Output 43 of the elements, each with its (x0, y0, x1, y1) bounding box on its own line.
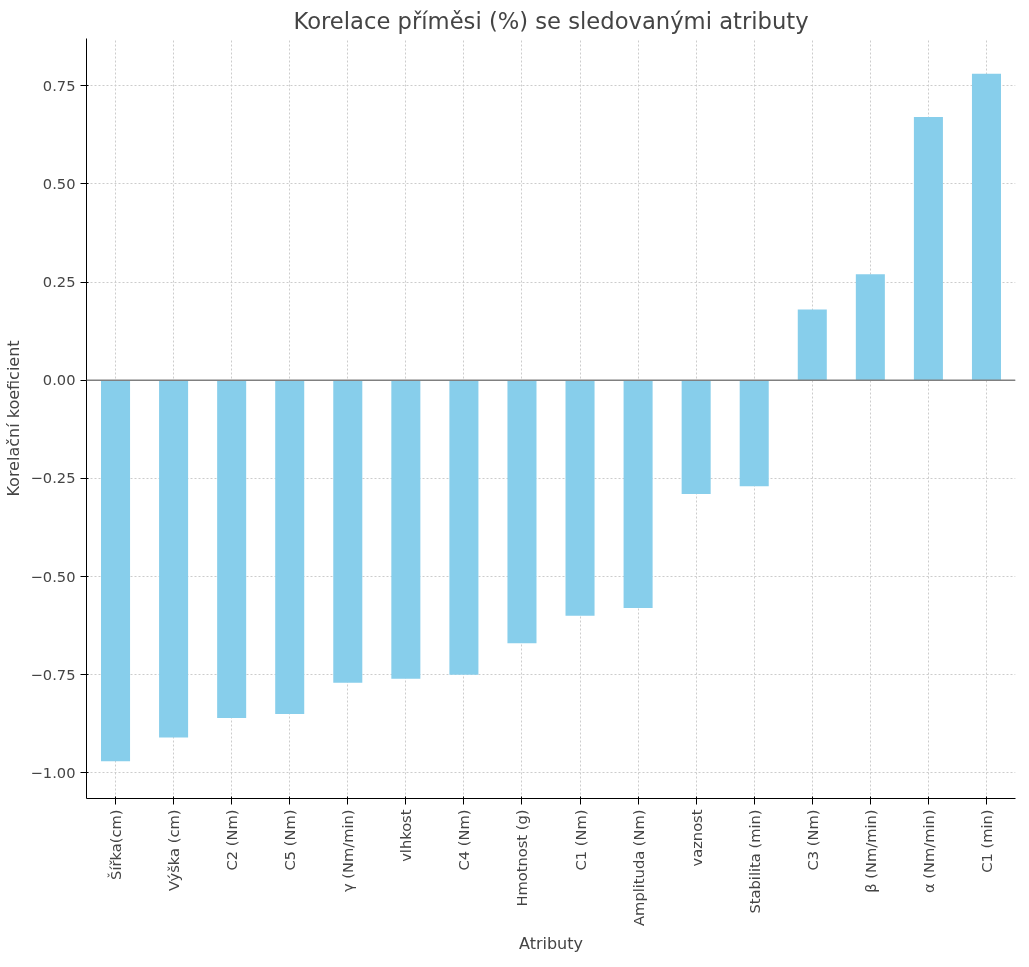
bar (159, 380, 189, 738)
y-tick-label: −1.00 (30, 763, 76, 781)
y-tick-label: −0.25 (30, 469, 76, 487)
x-tick-label: vaznost (687, 809, 705, 867)
x-tick-label: vlhkost (397, 809, 415, 862)
y-tick-label: −0.50 (30, 567, 76, 585)
y-tick-label: 0.00 (42, 371, 76, 389)
x-tick-label: α (Nm/min) (919, 809, 937, 894)
x-tick-label: C2 (Nm) (223, 809, 241, 871)
x-tick-label: C4 (Nm) (455, 809, 473, 871)
x-tick-label: Amplituda (Nm) (629, 809, 647, 926)
y-tick-label: 0.50 (42, 174, 76, 192)
x-tick-label: C5 (Nm) (281, 809, 299, 871)
bar (333, 380, 363, 683)
x-tick-label: C1 (min) (977, 809, 995, 873)
chart-title: Korelace příměsi (%) se sledovanými atributy (293, 7, 809, 34)
x-tick-label: β (Nm/min) (861, 809, 879, 893)
bar (449, 380, 479, 675)
bar (275, 380, 305, 715)
x-tick-label: Stabilita (min) (745, 809, 763, 914)
x-tick-label: Šířka(cm) (107, 809, 125, 880)
bar (565, 380, 595, 616)
x-tick-label: C1 (Nm) (571, 809, 589, 871)
y-tick-label: −0.75 (30, 665, 76, 683)
bar (913, 117, 943, 381)
x-tick-label: Hmotnost (g) (513, 809, 531, 907)
y-axis-title: Korelační koeficient (3, 340, 23, 497)
bar (623, 380, 653, 609)
bar (507, 380, 537, 644)
bar (101, 380, 131, 762)
y-tick-label: 0.75 (42, 76, 76, 94)
x-tick-label: γ (Nm/min) (339, 809, 357, 893)
bar (797, 309, 827, 381)
y-tick-label: 0.25 (42, 273, 76, 291)
bar (739, 380, 769, 487)
bar (971, 73, 1001, 381)
bar (681, 380, 711, 495)
bar (391, 380, 421, 679)
x-axis-title: Atributy (519, 933, 583, 953)
x-tick-label: Výška (cm) (165, 809, 183, 892)
bar (855, 274, 885, 381)
x-tick-label: C3 (Nm) (803, 809, 821, 871)
bar (217, 380, 247, 718)
